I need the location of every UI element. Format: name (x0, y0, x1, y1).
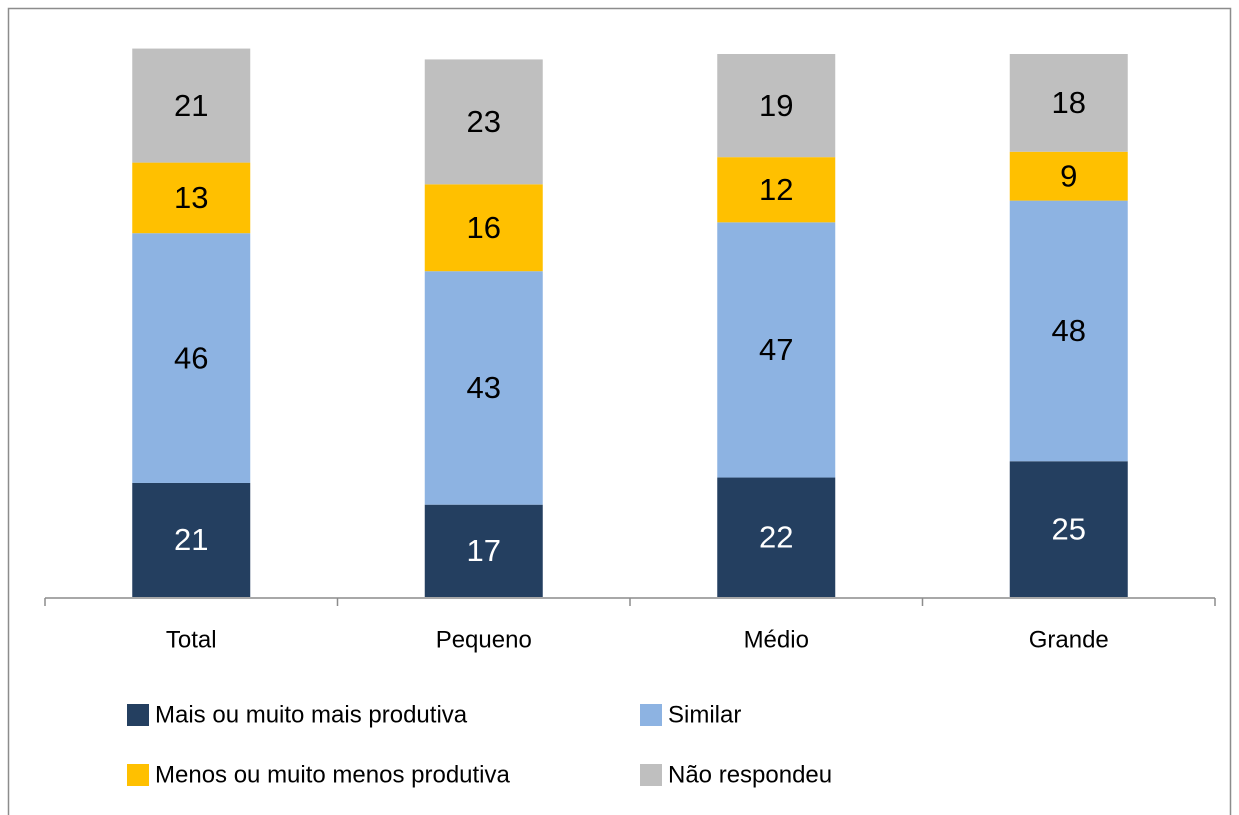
bar-segment (132, 48, 251, 163)
data-label: 47 (759, 332, 793, 367)
legend-label: Menos ou muito menos produtiva (155, 761, 511, 788)
x-tick-label: Total (166, 626, 217, 653)
data-label: 16 (467, 210, 501, 245)
data-label: 13 (174, 180, 208, 215)
bar-segment (424, 504, 543, 597)
legend-label: Similar (668, 701, 741, 728)
data-label: 21 (174, 88, 208, 123)
bar-segment (132, 482, 251, 597)
x-tick-label: Grande (1029, 626, 1109, 653)
data-label: 25 (1052, 511, 1086, 546)
data-label: 43 (467, 370, 501, 405)
x-tick-label: Pequeno (436, 626, 532, 653)
data-label: 21 (174, 522, 208, 557)
bar-segment (424, 184, 543, 272)
bar-segment (132, 162, 251, 234)
legend-swatch (127, 704, 149, 726)
data-label: 46 (174, 340, 208, 375)
bar-segment (1009, 200, 1128, 462)
data-label: 9 (1060, 158, 1077, 193)
data-label: 18 (1052, 85, 1086, 120)
data-label: 48 (1052, 313, 1086, 348)
data-label: 23 (467, 104, 501, 139)
bar-segment (1009, 54, 1128, 152)
bar-segment (424, 59, 543, 185)
legend-swatch (127, 764, 149, 786)
bar-segment (132, 233, 251, 483)
legend-swatch (640, 704, 662, 726)
x-tick-label: Médio (744, 626, 809, 653)
data-label: 17 (467, 533, 501, 568)
legend-label: Mais ou muito mais produtiva (155, 701, 468, 728)
bar-segment (1009, 151, 1128, 201)
bar-segment (717, 477, 836, 597)
bar-segment (717, 54, 836, 158)
data-label: 22 (759, 519, 793, 554)
bar-segment (424, 271, 543, 505)
data-label: 19 (759, 88, 793, 123)
legend-label: Não respondeu (668, 761, 832, 788)
bar-segment (717, 157, 836, 223)
legend-swatch (640, 764, 662, 786)
data-label: 12 (759, 172, 793, 207)
bar-segment (717, 222, 836, 478)
bar-segment (1009, 461, 1128, 597)
